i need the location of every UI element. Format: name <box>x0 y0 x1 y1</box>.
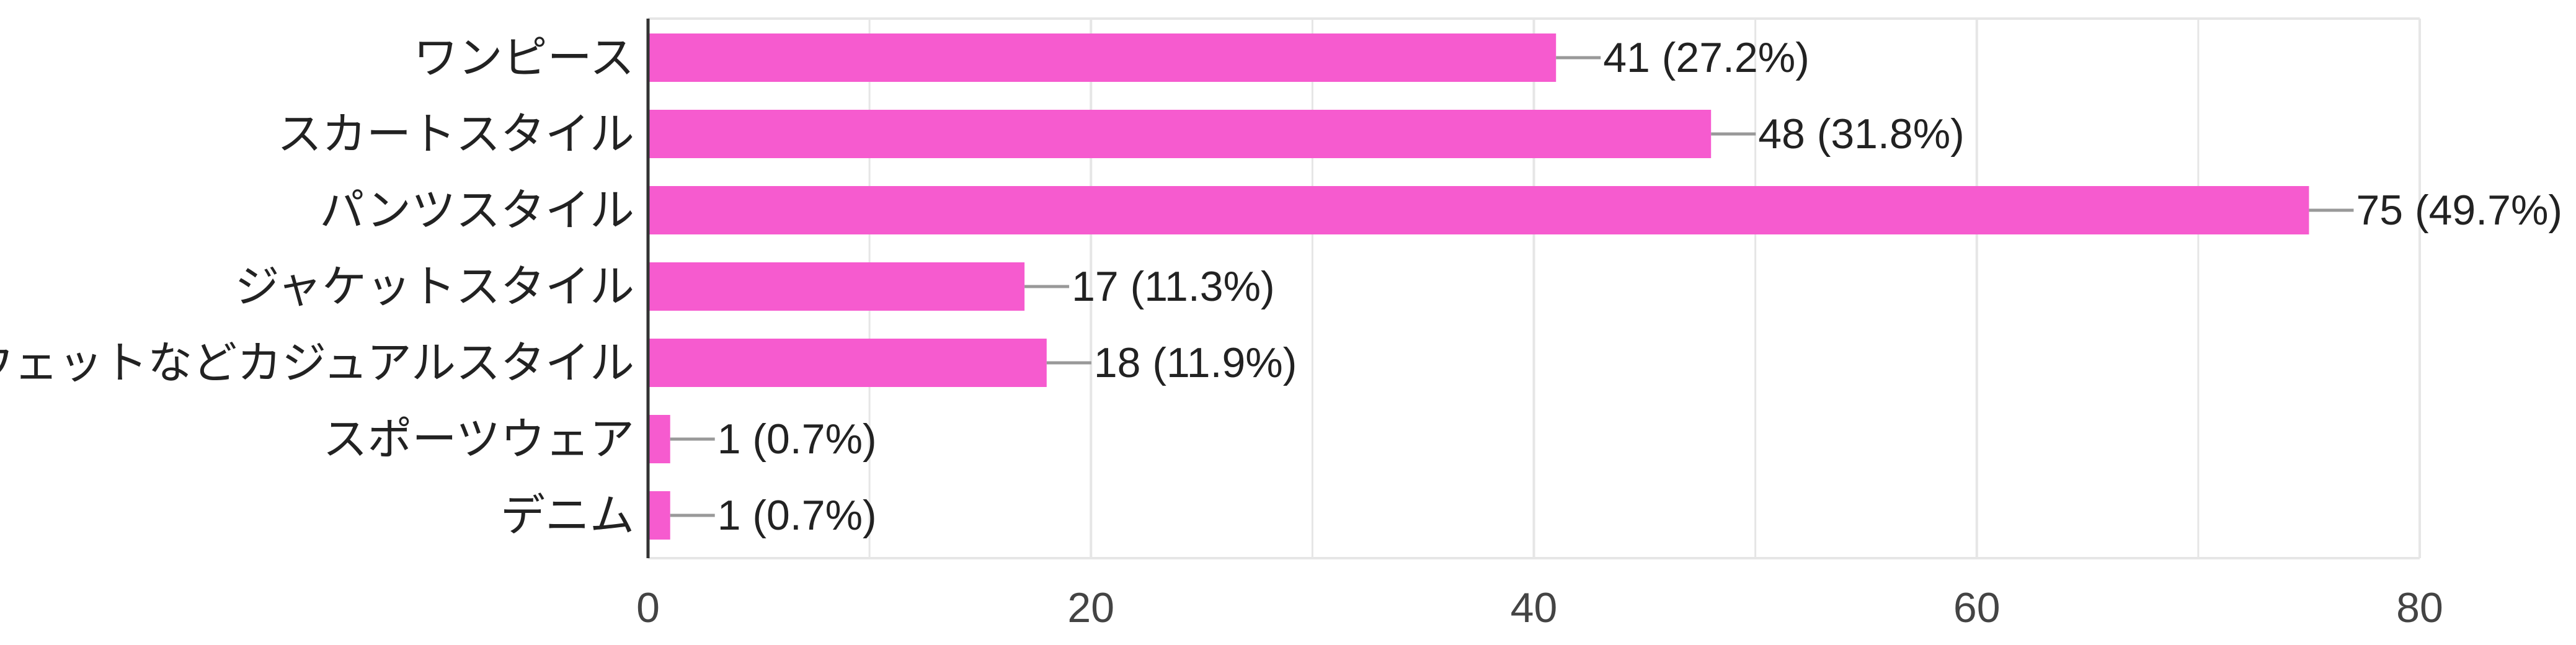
category-label: スポーツウェア <box>322 413 634 465</box>
data-label: 17 (11.3%) <box>1072 263 1275 310</box>
x-tick-label: 0 <box>636 584 660 631</box>
data-label: 1 (0.7%) <box>717 492 877 539</box>
bar <box>648 110 1712 158</box>
data-label: 75 (49.7%) <box>2356 187 2562 234</box>
label-layer: 41 (27.2%) ワンピース 48 (31.8%) スカートスタイル 75 (49.… <box>0 32 2562 631</box>
category-label: ワンピース <box>414 32 634 84</box>
bar <box>648 262 1025 311</box>
grid-layer <box>648 17 2421 559</box>
bar-layer <box>648 33 2354 540</box>
x-tick-label: 40 <box>1511 584 1558 631</box>
x-tick-label: 60 <box>1953 584 2001 631</box>
category-label: スウェットなどカジュアルスタイル <box>0 337 634 389</box>
x-tick-label: 80 <box>2396 584 2443 631</box>
data-label: 41 (27.2%) <box>1603 34 1810 81</box>
data-label: 48 (31.8%) <box>1758 110 1965 158</box>
category-label: パンツスタイル <box>319 184 634 236</box>
category-label: デニム <box>500 489 634 541</box>
bar <box>648 415 670 463</box>
bar <box>648 33 1557 82</box>
data-label: 1 (0.7%) <box>717 416 877 463</box>
bar <box>648 186 2309 234</box>
category-label: ジャケットスタイル <box>235 260 634 313</box>
bar <box>648 339 1047 387</box>
category-label: スカートスタイル <box>277 108 634 160</box>
data-label: 18 (11.9%) <box>1094 339 1297 386</box>
x-tick-label: 20 <box>1067 584 1114 631</box>
bar <box>648 491 670 540</box>
